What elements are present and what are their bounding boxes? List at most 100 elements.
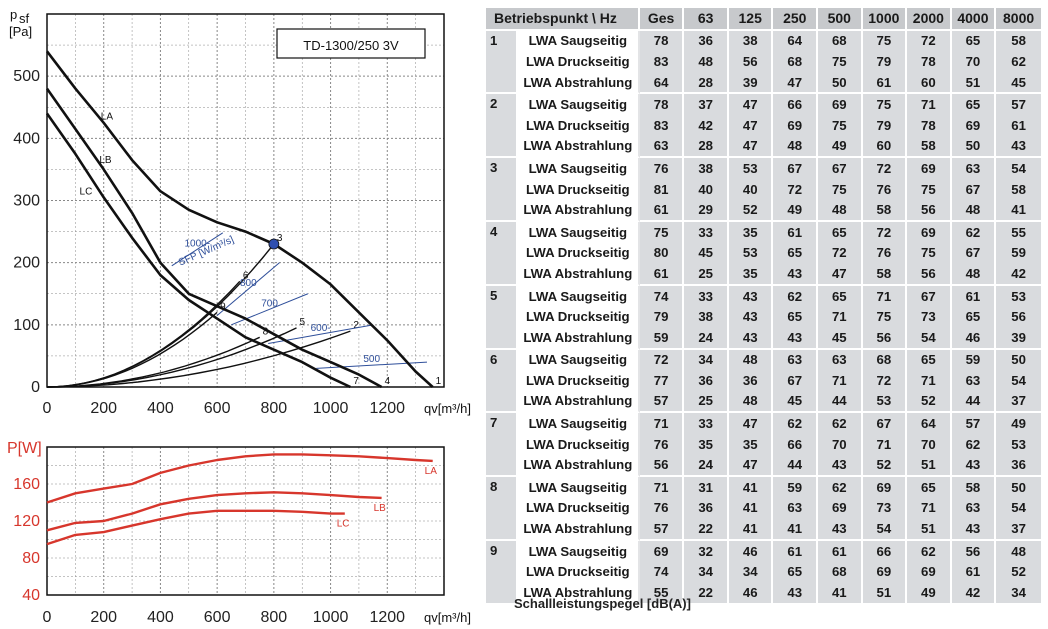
value-cell: 67	[773, 158, 819, 179]
value-cell: 69	[907, 221, 952, 243]
value-cell: 48	[728, 349, 774, 371]
table-row: LWA Druckseitig 83 42 47 69 75 79 78 69 61	[486, 114, 1043, 136]
operating-point-cell: 7	[486, 413, 518, 478]
value-cell: 61	[951, 561, 997, 583]
table-row: 4 LWA Saugseitig 75 33 35 61 65 72 69 62 55	[486, 221, 1043, 286]
value-cell: 50	[996, 477, 1043, 498]
system-curve-label: 1	[436, 376, 442, 387]
value-cell: 79	[862, 114, 908, 136]
value-cell: 65	[818, 285, 863, 307]
value-cell: 36	[996, 454, 1043, 478]
operating-point-cell: 1	[486, 30, 518, 95]
value-cell: 62	[773, 413, 819, 434]
value-cell: 58	[907, 135, 952, 159]
value-cell: 56	[862, 326, 908, 350]
value-cell: 36	[684, 497, 729, 519]
value-cell: 40	[684, 178, 729, 200]
value-cell: 81	[639, 178, 685, 200]
value-cell: 35	[728, 263, 774, 286]
operating-point-marker	[268, 238, 280, 250]
table-row: 3 LWA Saugseitig 76 38 53 67 67 72 69 63 54	[486, 158, 1043, 222]
x-tick-label: 600	[204, 609, 231, 626]
y-tick-label: 80	[22, 550, 40, 567]
value-cell: 72	[862, 370, 908, 391]
value-cell: 38	[684, 306, 729, 327]
value-cell: 57	[996, 94, 1043, 115]
y-axis-unit: [Pa]	[9, 24, 32, 39]
value-cell: 78	[907, 51, 952, 72]
header-cell: 250	[773, 8, 819, 31]
value-cell: 34	[996, 582, 1043, 605]
row-label-cell: LWA Druckseitig	[517, 306, 640, 327]
table-row: LWA Druckseitig 81 40 40 72 75 76 75 67 58	[486, 178, 1043, 200]
power-curve-label: LB	[374, 503, 387, 514]
system-curve-label: 5	[300, 317, 306, 328]
sfp-line-label: 600-	[311, 323, 331, 334]
value-cell: 69	[773, 114, 819, 136]
row-label-cell: LWA Abstrahlung	[517, 326, 640, 350]
system-curve-label: 6	[243, 270, 249, 281]
value-cell: 59	[996, 242, 1043, 264]
plot-frame	[46, 13, 445, 388]
value-cell: 43	[818, 454, 863, 478]
value-cell: 58	[862, 263, 908, 286]
value-cell: 37	[996, 518, 1043, 541]
value-cell: 39	[728, 71, 774, 95]
value-cell: 50	[996, 349, 1043, 371]
value-cell: 71	[862, 285, 908, 307]
value-cell: 79	[862, 51, 908, 72]
x-tick-label: 800	[261, 400, 288, 417]
value-cell: 56	[907, 263, 952, 286]
value-cell: 65	[907, 349, 952, 371]
value-cell: 42	[951, 582, 997, 605]
row-label-cell: LWA Saugseitig	[517, 158, 640, 179]
row-label-cell: LWA Saugseitig	[517, 477, 640, 498]
x-tick-label: 800	[261, 609, 288, 626]
value-cell: 43	[818, 518, 863, 541]
table-row: 2 LWA Saugseitig 78 37 47 66 69 75 71 65 57	[486, 94, 1043, 159]
value-cell: 41	[996, 199, 1043, 222]
value-cell: 65	[773, 561, 819, 583]
value-cell: 65	[951, 94, 997, 115]
value-cell: 29	[684, 199, 729, 222]
table-row: 6 LWA Saugseitig 72 34 48 63 63 68 65 59 50	[486, 349, 1043, 414]
value-cell: 57	[639, 390, 685, 414]
value-cell: 67	[951, 242, 997, 264]
x-tick-label: 1000	[313, 609, 349, 626]
value-cell: 52	[728, 199, 774, 222]
value-cell: 36	[684, 370, 729, 391]
value-cell: 72	[907, 30, 952, 52]
value-cell: 71	[639, 477, 685, 498]
value-cell: 66	[862, 540, 908, 562]
value-cell: 43	[728, 285, 774, 307]
value-cell: 75	[818, 114, 863, 136]
sound-power-table-wrap: Betriebspunkt \ Hz Ges 63 125 250 500 10…	[486, 8, 1043, 605]
row-label-cell: LWA Saugseitig	[517, 285, 640, 307]
x-tick-label: 0	[43, 400, 52, 417]
value-cell: 53	[996, 433, 1043, 455]
value-cell: 34	[684, 561, 729, 583]
value-cell: 46	[728, 540, 774, 562]
row-label-cell: LWA Druckseitig	[517, 433, 640, 455]
value-cell: 64	[773, 30, 819, 52]
value-cell: 36	[728, 370, 774, 391]
value-cell: 75	[907, 242, 952, 264]
value-cell: 69	[818, 497, 863, 519]
value-cell: 63	[773, 497, 819, 519]
header-cell: 2000	[907, 8, 952, 31]
value-cell: 48	[773, 135, 819, 159]
value-cell: 63	[818, 349, 863, 371]
fan-curve-la	[45, 50, 434, 388]
row-label-cell: LWA Abstrahlung	[517, 518, 640, 541]
value-cell: 47	[728, 114, 774, 136]
x-tick-label: 400	[147, 609, 174, 626]
value-cell: 41	[728, 477, 774, 498]
value-cell: 61	[996, 114, 1043, 136]
value-cell: 70	[951, 51, 997, 72]
value-cell: 51	[907, 518, 952, 541]
charts-panel: 0 200 400 600 800 1000 1200 0 100 200 300 400 500 p sf…	[0, 0, 480, 629]
value-cell: 47	[818, 263, 863, 286]
header-cell: 1000	[862, 8, 908, 31]
value-cell: 38	[728, 30, 774, 52]
table-row: 9 LWA Saugseitig 69 32 46 61 61 66 62 56 48	[486, 540, 1043, 605]
